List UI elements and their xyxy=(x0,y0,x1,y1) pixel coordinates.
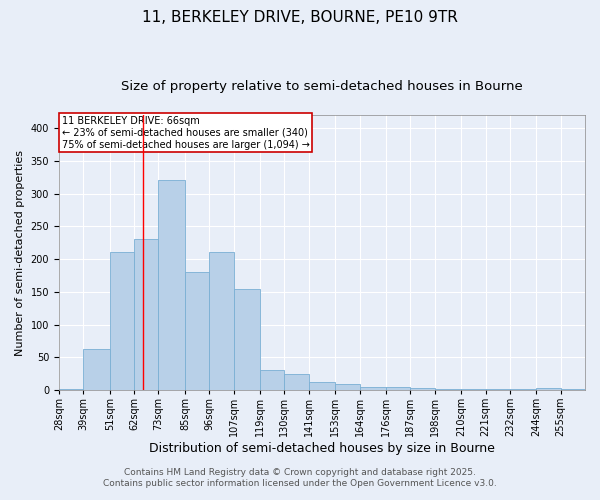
Bar xyxy=(209,252,233,390)
Bar xyxy=(308,382,335,390)
Bar xyxy=(560,388,585,390)
Bar xyxy=(83,350,110,390)
Text: Contains HM Land Registry data © Crown copyright and database right 2025.
Contai: Contains HM Land Registry data © Crown c… xyxy=(103,468,497,487)
Bar xyxy=(335,384,359,390)
Bar xyxy=(260,370,284,390)
Bar xyxy=(434,388,461,390)
X-axis label: Distribution of semi-detached houses by size in Bourne: Distribution of semi-detached houses by … xyxy=(149,442,495,455)
Bar xyxy=(359,386,386,390)
Bar xyxy=(410,388,434,390)
Bar xyxy=(185,272,209,390)
Bar xyxy=(134,240,158,390)
Bar xyxy=(536,388,560,390)
Bar xyxy=(284,374,308,390)
Y-axis label: Number of semi-detached properties: Number of semi-detached properties xyxy=(15,150,25,356)
Bar xyxy=(59,388,83,390)
Text: 11 BERKELEY DRIVE: 66sqm
← 23% of semi-detached houses are smaller (340)
75% of : 11 BERKELEY DRIVE: 66sqm ← 23% of semi-d… xyxy=(62,116,310,150)
Bar xyxy=(110,252,134,390)
Bar xyxy=(386,388,410,390)
Text: 11, BERKELEY DRIVE, BOURNE, PE10 9TR: 11, BERKELEY DRIVE, BOURNE, PE10 9TR xyxy=(142,10,458,25)
Bar xyxy=(158,180,185,390)
Title: Size of property relative to semi-detached houses in Bourne: Size of property relative to semi-detach… xyxy=(121,80,523,93)
Bar xyxy=(233,288,260,390)
